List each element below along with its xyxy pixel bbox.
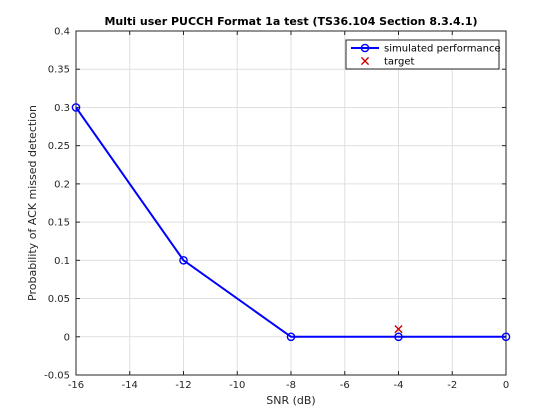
- y-tick-label: 0.25: [48, 141, 70, 152]
- x-tick-label: -6: [340, 380, 350, 391]
- x-tick-label: -2: [447, 380, 457, 391]
- legend-marker: [360, 43, 370, 53]
- legend-label: simulated performance: [384, 44, 501, 55]
- y-tick-label: -0.05: [44, 371, 70, 382]
- y-tick-label: 0.2: [54, 179, 70, 190]
- y-tick-label: 0.35: [48, 65, 70, 76]
- target-point: [394, 325, 403, 334]
- data-point: [501, 332, 511, 342]
- y-tick-label: 0.15: [48, 218, 70, 229]
- y-axis-label: Probability of ACK missed detection: [26, 105, 39, 301]
- x-tick-label: -16: [68, 380, 84, 391]
- data-point: [71, 103, 81, 112]
- legend: simulated performance target: [345, 39, 501, 70]
- y-tick-label: 0.1: [54, 256, 70, 267]
- x-axis-label: SNR (dB): [266, 394, 315, 407]
- series-layer: [71, 103, 511, 342]
- y-tick-label: 0.05: [48, 294, 70, 305]
- chart-title: Multi user PUCCH Format 1a test (TS36.10…: [104, 15, 477, 28]
- data-point: [179, 256, 188, 265]
- y-tick-label: 0.3: [54, 103, 70, 114]
- y-tick-label: 0.4: [54, 27, 70, 38]
- x-tick-label: -10: [229, 380, 245, 391]
- legend-marker: [360, 56, 370, 66]
- legend-label: target: [384, 57, 414, 68]
- data-point: [286, 332, 296, 342]
- y-tick-label: 0: [64, 332, 70, 343]
- x-tick-label: -4: [394, 380, 404, 391]
- x-tick-label: 0: [503, 380, 509, 391]
- series-line-simulated-performance: [75, 106, 506, 338]
- axis-ticks: -16 -14 -12 -10 -8 -6 -4 -2 0 -0.05 0 0.05 0.1 0.15 0.…: [44, 27, 509, 392]
- x-tick-label: -8: [286, 380, 296, 391]
- legend-box: [345, 39, 500, 70]
- x-tick-label: -14: [122, 380, 138, 391]
- x-tick-label: -12: [175, 380, 191, 391]
- data-point: [394, 332, 403, 342]
